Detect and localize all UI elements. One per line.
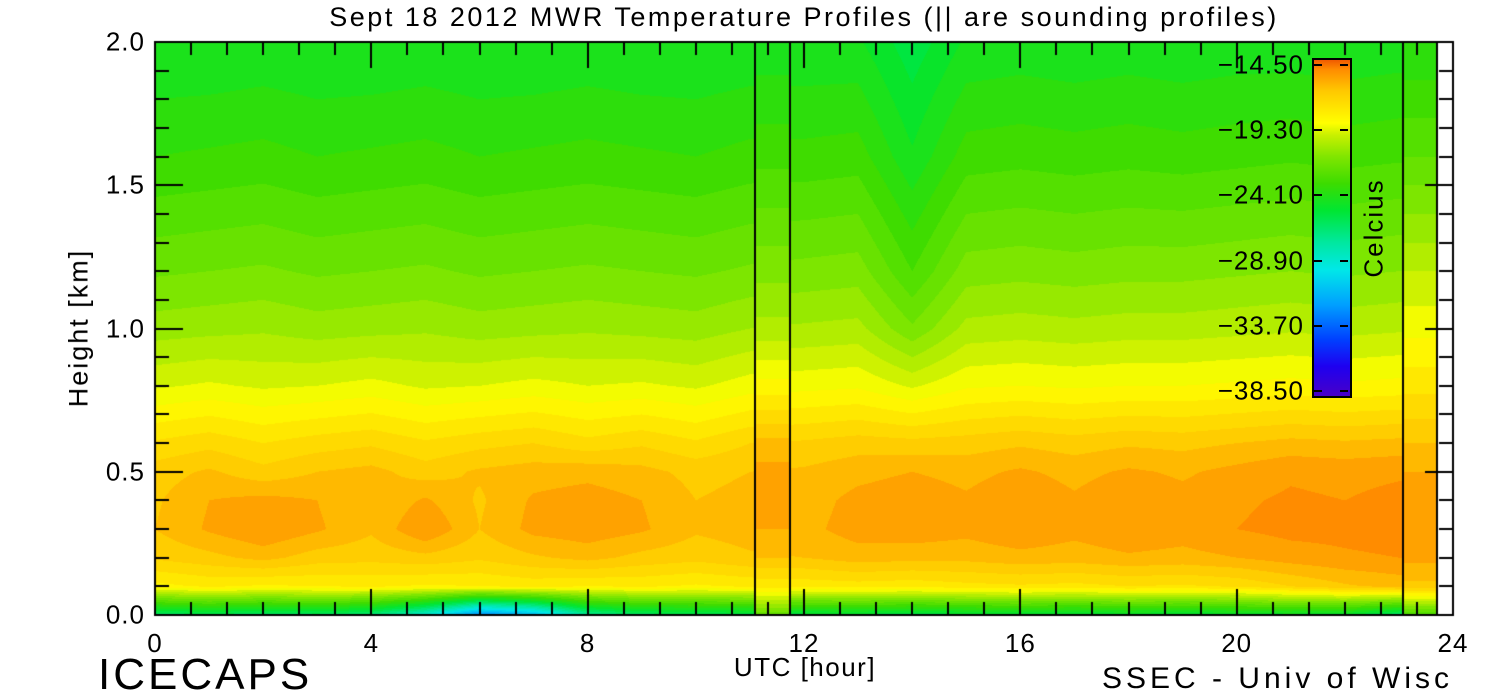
- y-tick-label: 0.0: [105, 599, 145, 630]
- colorbar-tick: [1314, 63, 1322, 66]
- colorbar: [1312, 58, 1352, 398]
- x-tick-label: 16: [1004, 628, 1036, 658]
- icecaps-watermark: ICECAPS: [98, 650, 313, 699]
- colorbar-tick: [1340, 194, 1348, 197]
- colorbar-tick: [1314, 324, 1322, 327]
- colorbar-tick: [1340, 324, 1348, 327]
- credit-text: SSEC - Univ of Wisc: [1101, 662, 1453, 695]
- colorbar-tick-label: −28.90: [1217, 245, 1304, 276]
- colorbar-tick-label: −19.30: [1217, 114, 1304, 145]
- x-axis-label: UTC [hour]: [733, 652, 877, 682]
- x-tick-label: 12: [788, 628, 820, 658]
- colorbar-title: Celcius: [1358, 178, 1389, 278]
- colorbar-tick-label: −33.70: [1217, 310, 1304, 341]
- x-tick-label: 24: [1437, 628, 1469, 658]
- y-tick-label: 1.5: [105, 169, 145, 200]
- colorbar-tick: [1340, 63, 1348, 66]
- colorbar-tick: [1314, 390, 1322, 393]
- colorbar-tick-label: −38.50: [1217, 375, 1304, 406]
- colorbar-tick: [1314, 259, 1322, 262]
- y-tick-label: 1.0: [105, 313, 145, 343]
- x-tick-label: 4: [363, 628, 380, 658]
- colorbar-tick: [1340, 259, 1348, 262]
- x-tick-label: 0: [147, 628, 163, 658]
- x-tick-label: 20: [1221, 628, 1253, 658]
- colorbar-tick: [1314, 129, 1322, 132]
- colorbar-tick-label: −14.50: [1217, 49, 1304, 80]
- y-tick-label: 0.5: [105, 456, 145, 487]
- colorbar-tick: [1314, 194, 1322, 197]
- chart-title: Sept 18 2012 MWR Temperature Profiles (|…: [329, 2, 1279, 32]
- colorbar-tick: [1340, 390, 1348, 393]
- x-tick-label: 8: [579, 628, 596, 658]
- colorbar-tick-label: −24.10: [1217, 179, 1304, 210]
- colorbar-tick: [1340, 129, 1348, 132]
- y-tick-label: 2.0: [105, 26, 145, 57]
